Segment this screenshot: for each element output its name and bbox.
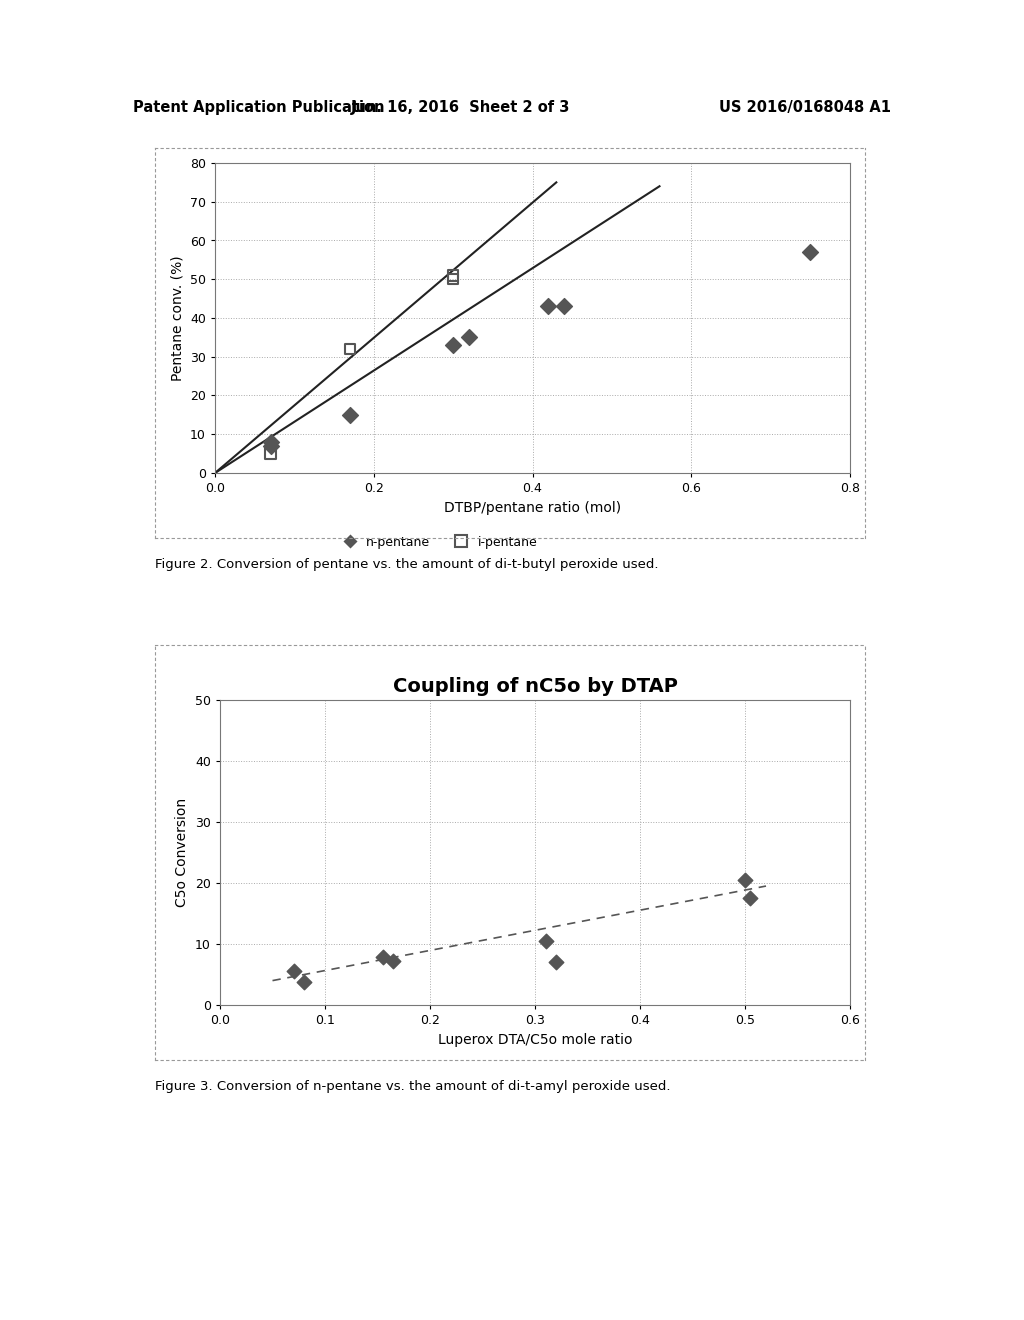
Point	[445, 269, 462, 290]
Point	[461, 327, 477, 348]
Point	[262, 432, 279, 453]
Point	[541, 296, 557, 317]
X-axis label: Luperox DTA/C5o mole ratio: Luperox DTA/C5o mole ratio	[437, 1032, 632, 1047]
Point	[375, 946, 391, 968]
Text: Jun. 16, 2016  Sheet 2 of 3: Jun. 16, 2016 Sheet 2 of 3	[351, 100, 570, 115]
Point	[262, 436, 279, 457]
Point	[802, 242, 818, 263]
Point	[296, 972, 312, 993]
Point	[342, 338, 358, 359]
Point	[737, 870, 754, 891]
Y-axis label: Pentane conv. (%): Pentane conv. (%)	[170, 255, 184, 380]
Text: Figure 2. Conversion of pentane vs. the amount of di-t-butyl peroxide used.: Figure 2. Conversion of pentane vs. the …	[155, 558, 658, 572]
Point	[538, 931, 554, 952]
X-axis label: DTBP/pentane ratio (mol): DTBP/pentane ratio (mol)	[444, 500, 622, 515]
Point	[262, 444, 279, 465]
Point	[742, 887, 759, 908]
Text: US 2016/0168048 A1: US 2016/0168048 A1	[719, 100, 891, 115]
Point	[445, 265, 462, 286]
Point	[548, 952, 564, 973]
Text: Figure 3. Conversion of n-pentane vs. the amount of di-t-amyl peroxide used.: Figure 3. Conversion of n-pentane vs. th…	[155, 1080, 671, 1093]
Y-axis label: C5o Conversion: C5o Conversion	[175, 797, 189, 907]
Point	[556, 296, 572, 317]
Point	[286, 961, 302, 982]
Point	[445, 334, 462, 355]
Point	[385, 950, 401, 972]
Point	[342, 404, 358, 425]
Legend: n-pentane, i-pentane: n-pentane, i-pentane	[332, 531, 543, 553]
Title: Coupling of nC5o by DTAP: Coupling of nC5o by DTAP	[392, 677, 678, 696]
Text: Patent Application Publication: Patent Application Publication	[133, 100, 385, 115]
